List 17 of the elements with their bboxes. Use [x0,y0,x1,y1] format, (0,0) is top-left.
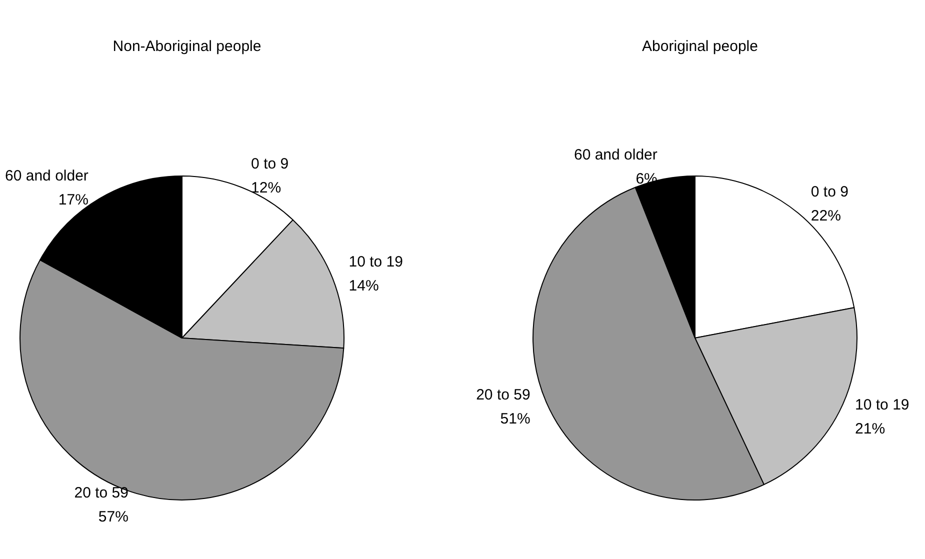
chart-title: Non-Aboriginal people [112,38,262,55]
data-label: 21% [855,420,886,438]
slice-label: 10 to 19 [855,396,910,414]
slice-label: 0 to 9 [810,183,848,200]
data-label: 51% [500,410,530,428]
data-label: 57% [98,508,128,526]
slice-label: 20 to 59 [74,484,128,502]
data-label: 17% [58,192,88,209]
slice-label: 20 to 59 [476,386,530,404]
chart-title: Aboriginal people [642,38,758,55]
slice-label: 60 and older [574,146,658,164]
data-label: 12% [251,180,282,197]
slice-label: 60 and older [5,168,88,185]
slice-label: 10 to 19 [348,253,403,270]
data-label: 14% [348,277,379,294]
data-label: 22% [810,207,841,224]
slice-label: 0 to 9 [251,156,289,173]
